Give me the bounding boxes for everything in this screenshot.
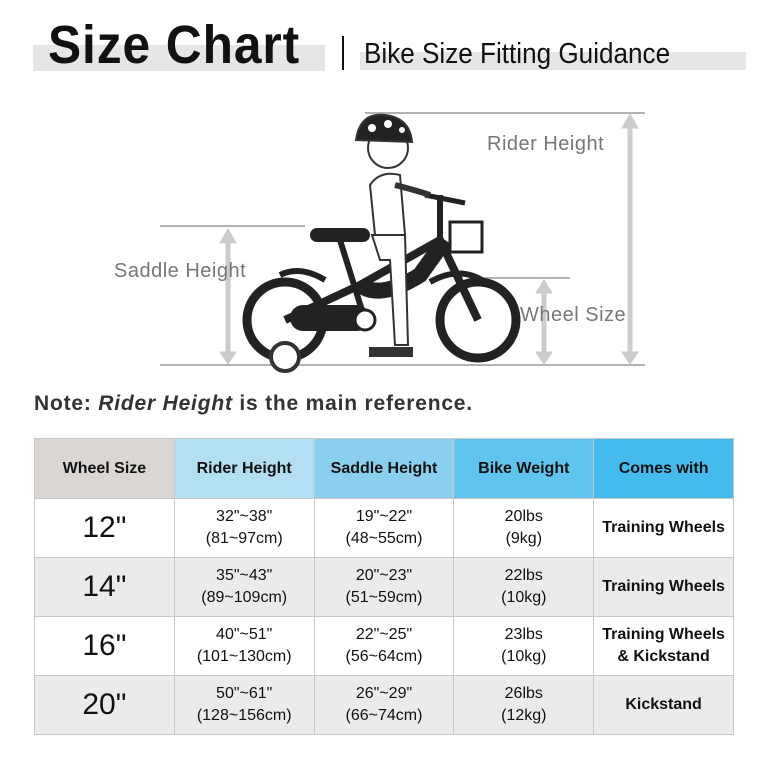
- saddle-height-cell-saddle_cm: (51~59cm): [345, 589, 423, 606]
- size-table: Wheel Size Rider Height Saddle Height Bi…: [34, 438, 734, 735]
- saddle-height-cell-saddle_cm: (48~55cm): [345, 530, 423, 547]
- saddle-height-cell-saddle_in: 20"~23": [355, 567, 413, 584]
- bike-weight-cell-weight_kg: (9kg): [505, 530, 543, 547]
- bike-weight-cell-weight_kg: (10kg): [501, 589, 547, 606]
- saddle-height-cell: 20"~23" (51~59cm): [313, 557, 455, 617]
- comes-with-cell: Training Wheels: [593, 557, 734, 617]
- bike-weight-cell-weight_lbs: 26lbs: [504, 685, 543, 702]
- comes-with-cell-comes1: Training Wheels: [602, 519, 725, 536]
- comes-with-cell-comes2: & Kickstand: [617, 648, 710, 665]
- comes-with-cell-comes1: Kickstand: [625, 696, 702, 713]
- wheel-size-cell-wheel: 14": [82, 570, 127, 603]
- saddle-height-cell-saddle_in: 22"~25": [355, 626, 413, 643]
- bike-weight-cell: 26lbs (12kg): [453, 675, 595, 735]
- title-highlight: [33, 45, 325, 71]
- rider-height-cell-rider_cm: (101~130cm): [196, 648, 292, 665]
- bike-weight-cell-weight_lbs: 23lbs: [504, 626, 543, 643]
- bike-fitting-illustration: [160, 112, 645, 373]
- wheel-size-cell-wheel: 12": [82, 511, 127, 544]
- wheel-size-cell: 12": [34, 498, 175, 558]
- table-header-row: Wheel Size Rider Height Saddle Height Bi…: [34, 438, 734, 499]
- saddle-height-cell: 26"~29" (66~74cm): [313, 675, 455, 735]
- saddle-height-cell-saddle_in: 19"~22": [355, 508, 413, 525]
- note: Note: Rider Height is the main reference…: [34, 392, 473, 415]
- table-row: 20" 50"~61" (128~156cm) 26"~29" (66~74cm) 26l…: [34, 675, 734, 735]
- bike-icon: [242, 192, 521, 373]
- page-title: Size Chart: [48, 15, 301, 75]
- header-wheel-size: Wheel Size: [34, 438, 175, 499]
- comes-with-cell: Kickstand: [593, 675, 734, 735]
- rider-height-cell: 50"~61" (128~156cm): [173, 675, 315, 735]
- rider-height-cell: 35"~43" (89~109cm): [173, 557, 315, 617]
- comes-with-cell: Training Wheels & Kickstand: [593, 616, 734, 676]
- rider-height-label: Rider Height: [487, 133, 605, 155]
- bike-weight-cell-weight_kg: (12kg): [501, 707, 547, 724]
- wheel-size-cell: 14": [34, 557, 175, 617]
- bike-weight-cell: 23lbs (10kg): [453, 616, 595, 676]
- bike-weight-cell-weight_lbs: 20lbs: [504, 508, 543, 525]
- saddle-height-cell-saddle_cm: (66~74cm): [345, 707, 423, 724]
- rider-height-cell-rider_in: 50"~61": [216, 685, 273, 702]
- wheel-size-cell: 20": [34, 675, 175, 735]
- header-bike-weight: Bike Weight: [453, 438, 595, 499]
- rider-height-cell-rider_in: 35"~43": [216, 567, 273, 584]
- bike-weight-cell-weight_lbs: 22lbs: [504, 567, 543, 584]
- header-rider-height: Rider Height: [173, 438, 315, 499]
- comes-with-cell-comes1: Training Wheels: [602, 626, 725, 643]
- wheel-size-cell: 16": [34, 616, 175, 676]
- table-row: 16" 40"~51" (101~130cm) 22"~25" (56~64cm) 23l…: [34, 616, 734, 676]
- comes-with-cell: Training Wheels: [593, 498, 734, 558]
- rider-height-cell-rider_in: 32"~38": [216, 508, 273, 525]
- arrow-up: [621, 112, 639, 129]
- rider-height-cell-rider_cm: (89~109cm): [201, 589, 288, 606]
- saddle-height-cell-saddle_in: 26"~29": [355, 685, 413, 702]
- page-subtitle: Bike Size Fitting Guidance: [364, 38, 671, 70]
- header-saddle-height: Saddle Height: [313, 438, 455, 499]
- bike-weight-cell: 22lbs (10kg): [453, 557, 595, 617]
- rider-height-cell: 32"~38" (81~97cm): [173, 498, 315, 558]
- table-row: 12" 32"~38" (81~97cm) 19"~22" (48~55cm) 20lbs…: [34, 498, 734, 558]
- saddle-height-cell: 19"~22" (48~55cm): [313, 498, 455, 558]
- wheel-size-cell-wheel: 20": [82, 688, 127, 721]
- saddle-height-cell-saddle_cm: (56~64cm): [345, 648, 423, 665]
- divider: [342, 36, 344, 70]
- wheel-size-cell-wheel: 16": [82, 629, 127, 662]
- child-rider-icon: [354, 113, 431, 357]
- rider-height-cell-rider_in: 40"~51": [216, 626, 273, 643]
- note-emphasis: Rider Height: [98, 392, 233, 415]
- bike-weight-cell-weight_kg: (10kg): [501, 648, 547, 665]
- subtitle-highlight: [360, 52, 746, 70]
- header-comes-with: Comes with: [593, 438, 734, 499]
- saddle-height-cell: 22"~25" (56~64cm): [313, 616, 455, 676]
- wheel-size-label: Wheel Size: [520, 304, 627, 326]
- comes-with-cell-comes1: Training Wheels: [602, 578, 725, 595]
- table-row: 14" 35"~43" (89~109cm) 20"~23" (51~59cm) 22lb…: [34, 557, 734, 617]
- rider-height-cell-rider_cm: (81~97cm): [205, 530, 283, 547]
- rider-height-cell: 40"~51" (101~130cm): [173, 616, 315, 676]
- rider-height-cell-rider_cm: (128~156cm): [196, 707, 292, 724]
- saddle-height-label: Saddle Height: [114, 260, 247, 282]
- bike-weight-cell: 20lbs (9kg): [453, 498, 595, 558]
